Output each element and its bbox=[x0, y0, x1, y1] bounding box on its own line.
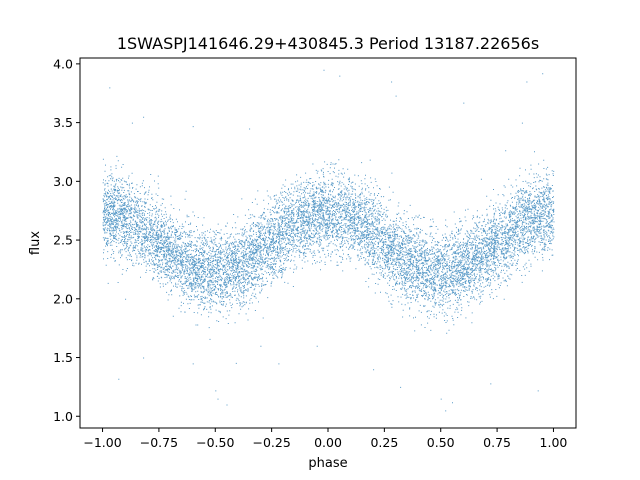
y-tick-label: 1.5 bbox=[53, 350, 73, 365]
y-tick-label: 2.0 bbox=[53, 291, 73, 306]
x-tick-label: 0.00 bbox=[314, 435, 342, 450]
chart-title: 1SWASPJ141646.29+430845.3 Period 13187.2… bbox=[117, 34, 539, 53]
x-tick-label: 1.00 bbox=[540, 435, 568, 450]
scatter-points bbox=[102, 69, 555, 412]
x-axis-label: phase bbox=[308, 456, 347, 471]
y-tick-label: 3.0 bbox=[53, 174, 73, 189]
y-axis-label: flux bbox=[28, 231, 43, 255]
x-axis-ticks: −1.00 −0.75 −0.50 −0.25 0.00 0.25 0.50 0.75 1.00 bbox=[83, 428, 567, 450]
y-tick-label: 3.5 bbox=[53, 115, 73, 130]
data-points bbox=[102, 69, 555, 412]
x-tick-label: −0.25 bbox=[252, 435, 290, 450]
y-axis-ticks: 1.0 1.5 2.0 2.5 3.0 3.5 4.0 bbox=[53, 56, 80, 424]
x-tick-label: −0.75 bbox=[140, 435, 178, 450]
y-tick-label: 1.0 bbox=[53, 409, 73, 424]
x-tick-label: −1.00 bbox=[83, 435, 121, 450]
x-tick-label: 0.75 bbox=[483, 435, 511, 450]
x-tick-label: 0.25 bbox=[370, 435, 398, 450]
y-tick-label: 2.5 bbox=[53, 233, 73, 248]
y-tick-label: 4.0 bbox=[53, 56, 73, 71]
x-tick-label: 0.50 bbox=[427, 435, 455, 450]
x-tick-label: −0.50 bbox=[196, 435, 234, 450]
